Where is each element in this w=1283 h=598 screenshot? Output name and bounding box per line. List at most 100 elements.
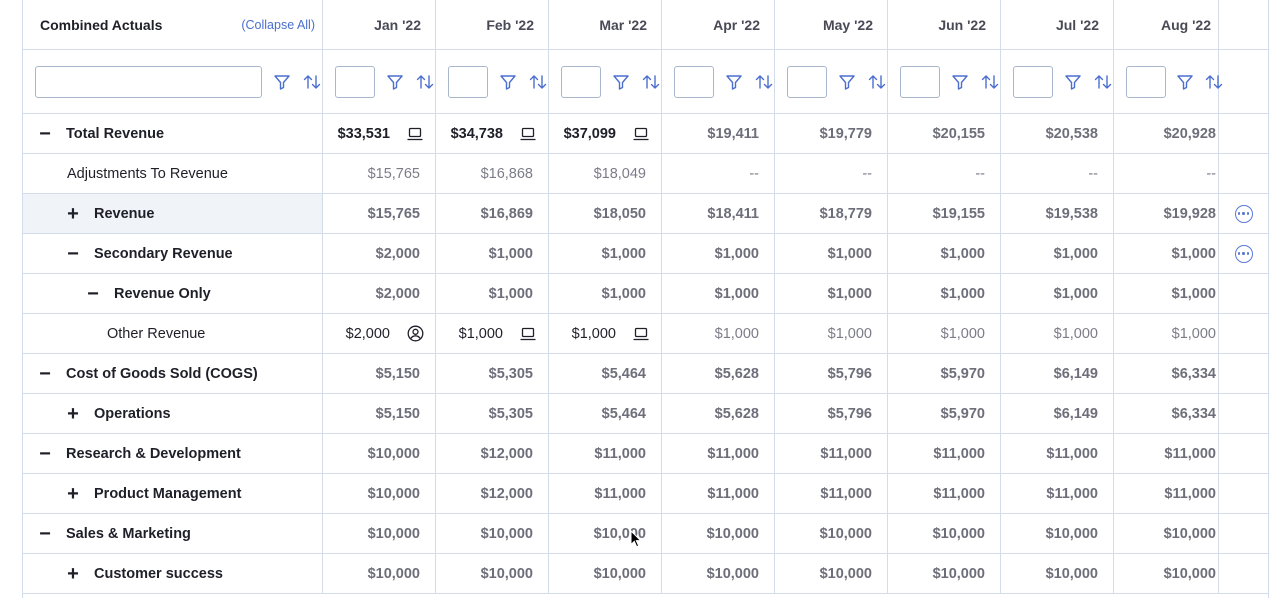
filter-icon[interactable]	[385, 72, 405, 92]
value-cell-apr[interactable]: $18,411	[662, 194, 775, 233]
value-cell-mar[interactable]: $10,000	[549, 514, 662, 553]
table-row[interactable]: + Customer success $10,000 $10,000 $10,0…	[23, 554, 1268, 594]
value-cell-jul[interactable]: $19,538	[1001, 194, 1114, 233]
value-cell-may[interactable]: $10,000	[775, 514, 888, 553]
sort-icon[interactable]	[528, 72, 548, 92]
value-cell-mar[interactable]: $11,000	[549, 474, 662, 513]
value-cell-feb[interactable]: $34,738	[436, 114, 549, 153]
month-filter-input[interactable]	[1126, 65, 1166, 98]
value-cell-may[interactable]: $5,796	[775, 394, 888, 433]
value-cell-aug[interactable]: $1,000	[1114, 274, 1219, 313]
month-filter-input[interactable]	[335, 65, 375, 98]
column-header-apr[interactable]: Apr '22	[662, 0, 775, 49]
value-cell-aug[interactable]: --	[1114, 154, 1219, 193]
value-cell-jan[interactable]: $2,000	[323, 234, 436, 273]
value-cell-mar[interactable]: $5,464	[549, 354, 662, 393]
value-cell-aug[interactable]: $20,928	[1114, 114, 1219, 153]
value-cell-jun[interactable]: $1,000	[888, 274, 1001, 313]
column-header-may[interactable]: May '22	[775, 0, 888, 49]
value-cell-jul[interactable]: $6,149	[1001, 354, 1114, 393]
filter-icon[interactable]	[724, 72, 744, 92]
value-cell-aug[interactable]: $1,000	[1114, 234, 1219, 273]
value-cell-may[interactable]: $11,000	[775, 474, 888, 513]
table-row[interactable]: − Research & Development $10,000 $12,000…	[23, 434, 1268, 474]
value-cell-jan[interactable]: $5,150	[323, 394, 436, 433]
value-cell-jul[interactable]: $1,000	[1001, 274, 1114, 313]
value-cell-jun[interactable]: $11,000	[888, 434, 1001, 473]
value-cell-jun[interactable]: $10,000	[888, 554, 1001, 593]
value-cell-apr[interactable]: $11,000	[662, 474, 775, 513]
column-header-jan[interactable]: Jan '22	[323, 0, 436, 49]
value-cell-jan[interactable]: $15,765	[323, 154, 436, 193]
column-header-mar[interactable]: Mar '22	[549, 0, 662, 49]
sort-icon[interactable]	[754, 72, 774, 92]
month-filter-input[interactable]	[900, 65, 940, 98]
value-cell-jun[interactable]: $1,000	[888, 314, 1001, 353]
collapse-toggle[interactable]: −	[67, 242, 79, 265]
expand-toggle[interactable]: +	[67, 482, 79, 505]
sort-icon[interactable]	[415, 72, 435, 92]
filter-icon[interactable]	[950, 72, 970, 92]
value-cell-apr[interactable]: $19,411	[662, 114, 775, 153]
value-cell-mar[interactable]: $1,000	[549, 314, 662, 353]
value-cell-jul[interactable]: $10,000	[1001, 554, 1114, 593]
table-row[interactable]: + Operations $5,150 $5,305 $5,464 $5,628…	[23, 394, 1268, 434]
table-row[interactable]: + Product Management $10,000 $12,000 $11…	[23, 474, 1268, 514]
value-cell-may[interactable]: $19,779	[775, 114, 888, 153]
value-cell-feb[interactable]: $16,868	[436, 154, 549, 193]
table-row[interactable]: − Secondary Revenue $2,000 $1,000 $1,000…	[23, 234, 1268, 274]
value-cell-aug[interactable]: $6,334	[1114, 354, 1219, 393]
value-cell-jan[interactable]: $10,000	[323, 554, 436, 593]
filter-icon[interactable]	[272, 72, 292, 92]
collapse-toggle[interactable]: −	[39, 522, 51, 545]
column-header-jul[interactable]: Jul '22	[1001, 0, 1114, 49]
month-filter-input[interactable]	[787, 65, 827, 98]
filter-icon[interactable]	[498, 72, 518, 92]
table-row[interactable]: − Revenue Only $2,000 $1,000 $1,000 $1,0…	[23, 274, 1268, 314]
value-cell-feb[interactable]: $1,000	[436, 274, 549, 313]
value-cell-jun[interactable]: $19,155	[888, 194, 1001, 233]
value-cell-apr[interactable]: $1,000	[662, 314, 775, 353]
value-cell-may[interactable]: $18,779	[775, 194, 888, 233]
filter-icon[interactable]	[611, 72, 631, 92]
value-cell-mar[interactable]: $10,000	[549, 554, 662, 593]
collapse-toggle[interactable]: −	[39, 122, 51, 145]
value-cell-jun[interactable]: $5,970	[888, 354, 1001, 393]
value-cell-may[interactable]: $11,000	[775, 434, 888, 473]
value-cell-aug[interactable]: $6,334	[1114, 394, 1219, 433]
column-header-feb[interactable]: Feb '22	[436, 0, 549, 49]
month-filter-input[interactable]	[561, 65, 601, 98]
value-cell-aug[interactable]: $19,928	[1114, 194, 1219, 233]
more-options-icon[interactable]	[1234, 204, 1253, 223]
value-cell-aug[interactable]: $10,000	[1114, 554, 1219, 593]
value-cell-jan[interactable]: $10,000	[323, 434, 436, 473]
table-row[interactable]: − Cost of Goods Sold (COGS) $5,150 $5,30…	[23, 354, 1268, 394]
value-cell-jun[interactable]: $10,000	[888, 514, 1001, 553]
value-cell-mar[interactable]: $1,000	[549, 234, 662, 273]
value-cell-apr[interactable]: $11,000	[662, 434, 775, 473]
table-row[interactable]: + Revenue $15,765 $16,869 $18,050 $18,41…	[23, 194, 1268, 234]
value-cell-feb[interactable]: $16,869	[436, 194, 549, 233]
value-cell-feb[interactable]: $1,000	[436, 314, 549, 353]
value-cell-may[interactable]: --	[775, 154, 888, 193]
value-cell-feb[interactable]: $12,000	[436, 474, 549, 513]
value-cell-jan[interactable]: $10,000	[323, 474, 436, 513]
value-cell-may[interactable]: $1,000	[775, 234, 888, 273]
value-cell-may[interactable]: $1,000	[775, 314, 888, 353]
value-cell-feb[interactable]: $5,305	[436, 394, 549, 433]
value-cell-may[interactable]: $1,000	[775, 274, 888, 313]
month-filter-input[interactable]	[1013, 65, 1053, 98]
expand-toggle[interactable]: +	[67, 562, 79, 585]
value-cell-jan[interactable]: $2,000	[323, 274, 436, 313]
collapse-toggle[interactable]: −	[39, 362, 51, 385]
value-cell-jun[interactable]: $1,000	[888, 234, 1001, 273]
value-cell-feb[interactable]: $12,000	[436, 434, 549, 473]
collapse-toggle[interactable]: −	[39, 442, 51, 465]
sort-icon[interactable]	[1204, 72, 1224, 92]
value-cell-jul[interactable]: $1,000	[1001, 234, 1114, 273]
value-cell-jan[interactable]: $10,000	[323, 514, 436, 553]
value-cell-jul[interactable]: $11,000	[1001, 474, 1114, 513]
value-cell-aug[interactable]: $10,000	[1114, 514, 1219, 553]
value-cell-jun[interactable]: $5,970	[888, 394, 1001, 433]
expand-toggle[interactable]: +	[67, 202, 79, 225]
